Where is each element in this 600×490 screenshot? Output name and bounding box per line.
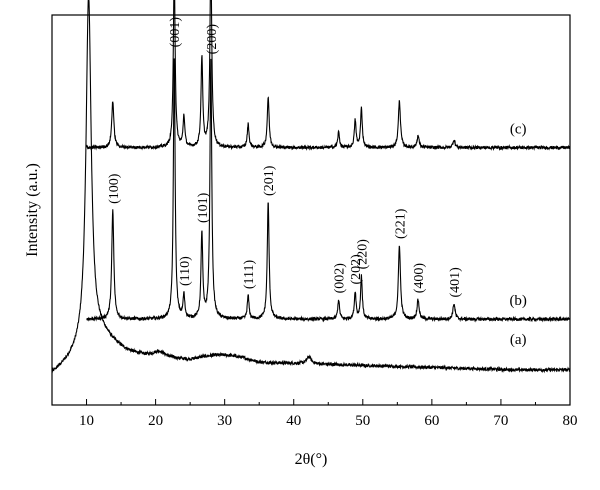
series-line (86, 0, 571, 152)
peak-label: (221) (393, 208, 408, 239)
series-line (86, 58, 571, 323)
x-tick-label: 80 (563, 413, 578, 429)
plot-frame (51, 14, 571, 406)
x-tick-label: 50 (355, 413, 370, 429)
peak-label: (400) (412, 263, 427, 294)
peak-label: (002) (333, 263, 348, 294)
x-axis-ticks: 10 20 30 40 50 60 70 80 (51, 399, 578, 429)
peak-label: (110) (178, 256, 193, 286)
peak-label: (001) (168, 17, 183, 48)
x-axis-label: 2θ(°) (295, 451, 328, 468)
series-labels: (a) (b) (c) (509, 122, 527, 349)
peak-label: (401) (448, 267, 463, 298)
series-label: (c) (510, 122, 527, 138)
x-tick-label: 60 (424, 413, 439, 429)
peak-label: (202) (349, 254, 364, 285)
y-axis-label: Intensity (a.u.) (24, 163, 41, 257)
x-tick-label: 30 (217, 413, 232, 429)
peak-label: (101) (196, 192, 211, 223)
peak-label: (220) (355, 239, 370, 270)
peak-label: (200) (205, 24, 220, 55)
series-label: (a) (510, 332, 527, 348)
peak-label: (111) (242, 259, 257, 289)
peak-labels: (100) (001) (110) (101) (200) (111) (201) (002)… (107, 17, 463, 298)
x-tick-label: 40 (286, 413, 301, 429)
series-line (51, 0, 571, 374)
peak-label: (201) (262, 165, 277, 196)
peak-label: (100) (107, 173, 122, 204)
series-label: (b) (509, 293, 527, 309)
series-lines (51, 0, 571, 374)
x-tick-label: 10 (79, 413, 94, 429)
x-tick-label: 70 (493, 413, 508, 429)
x-tick-label: 20 (148, 413, 163, 429)
